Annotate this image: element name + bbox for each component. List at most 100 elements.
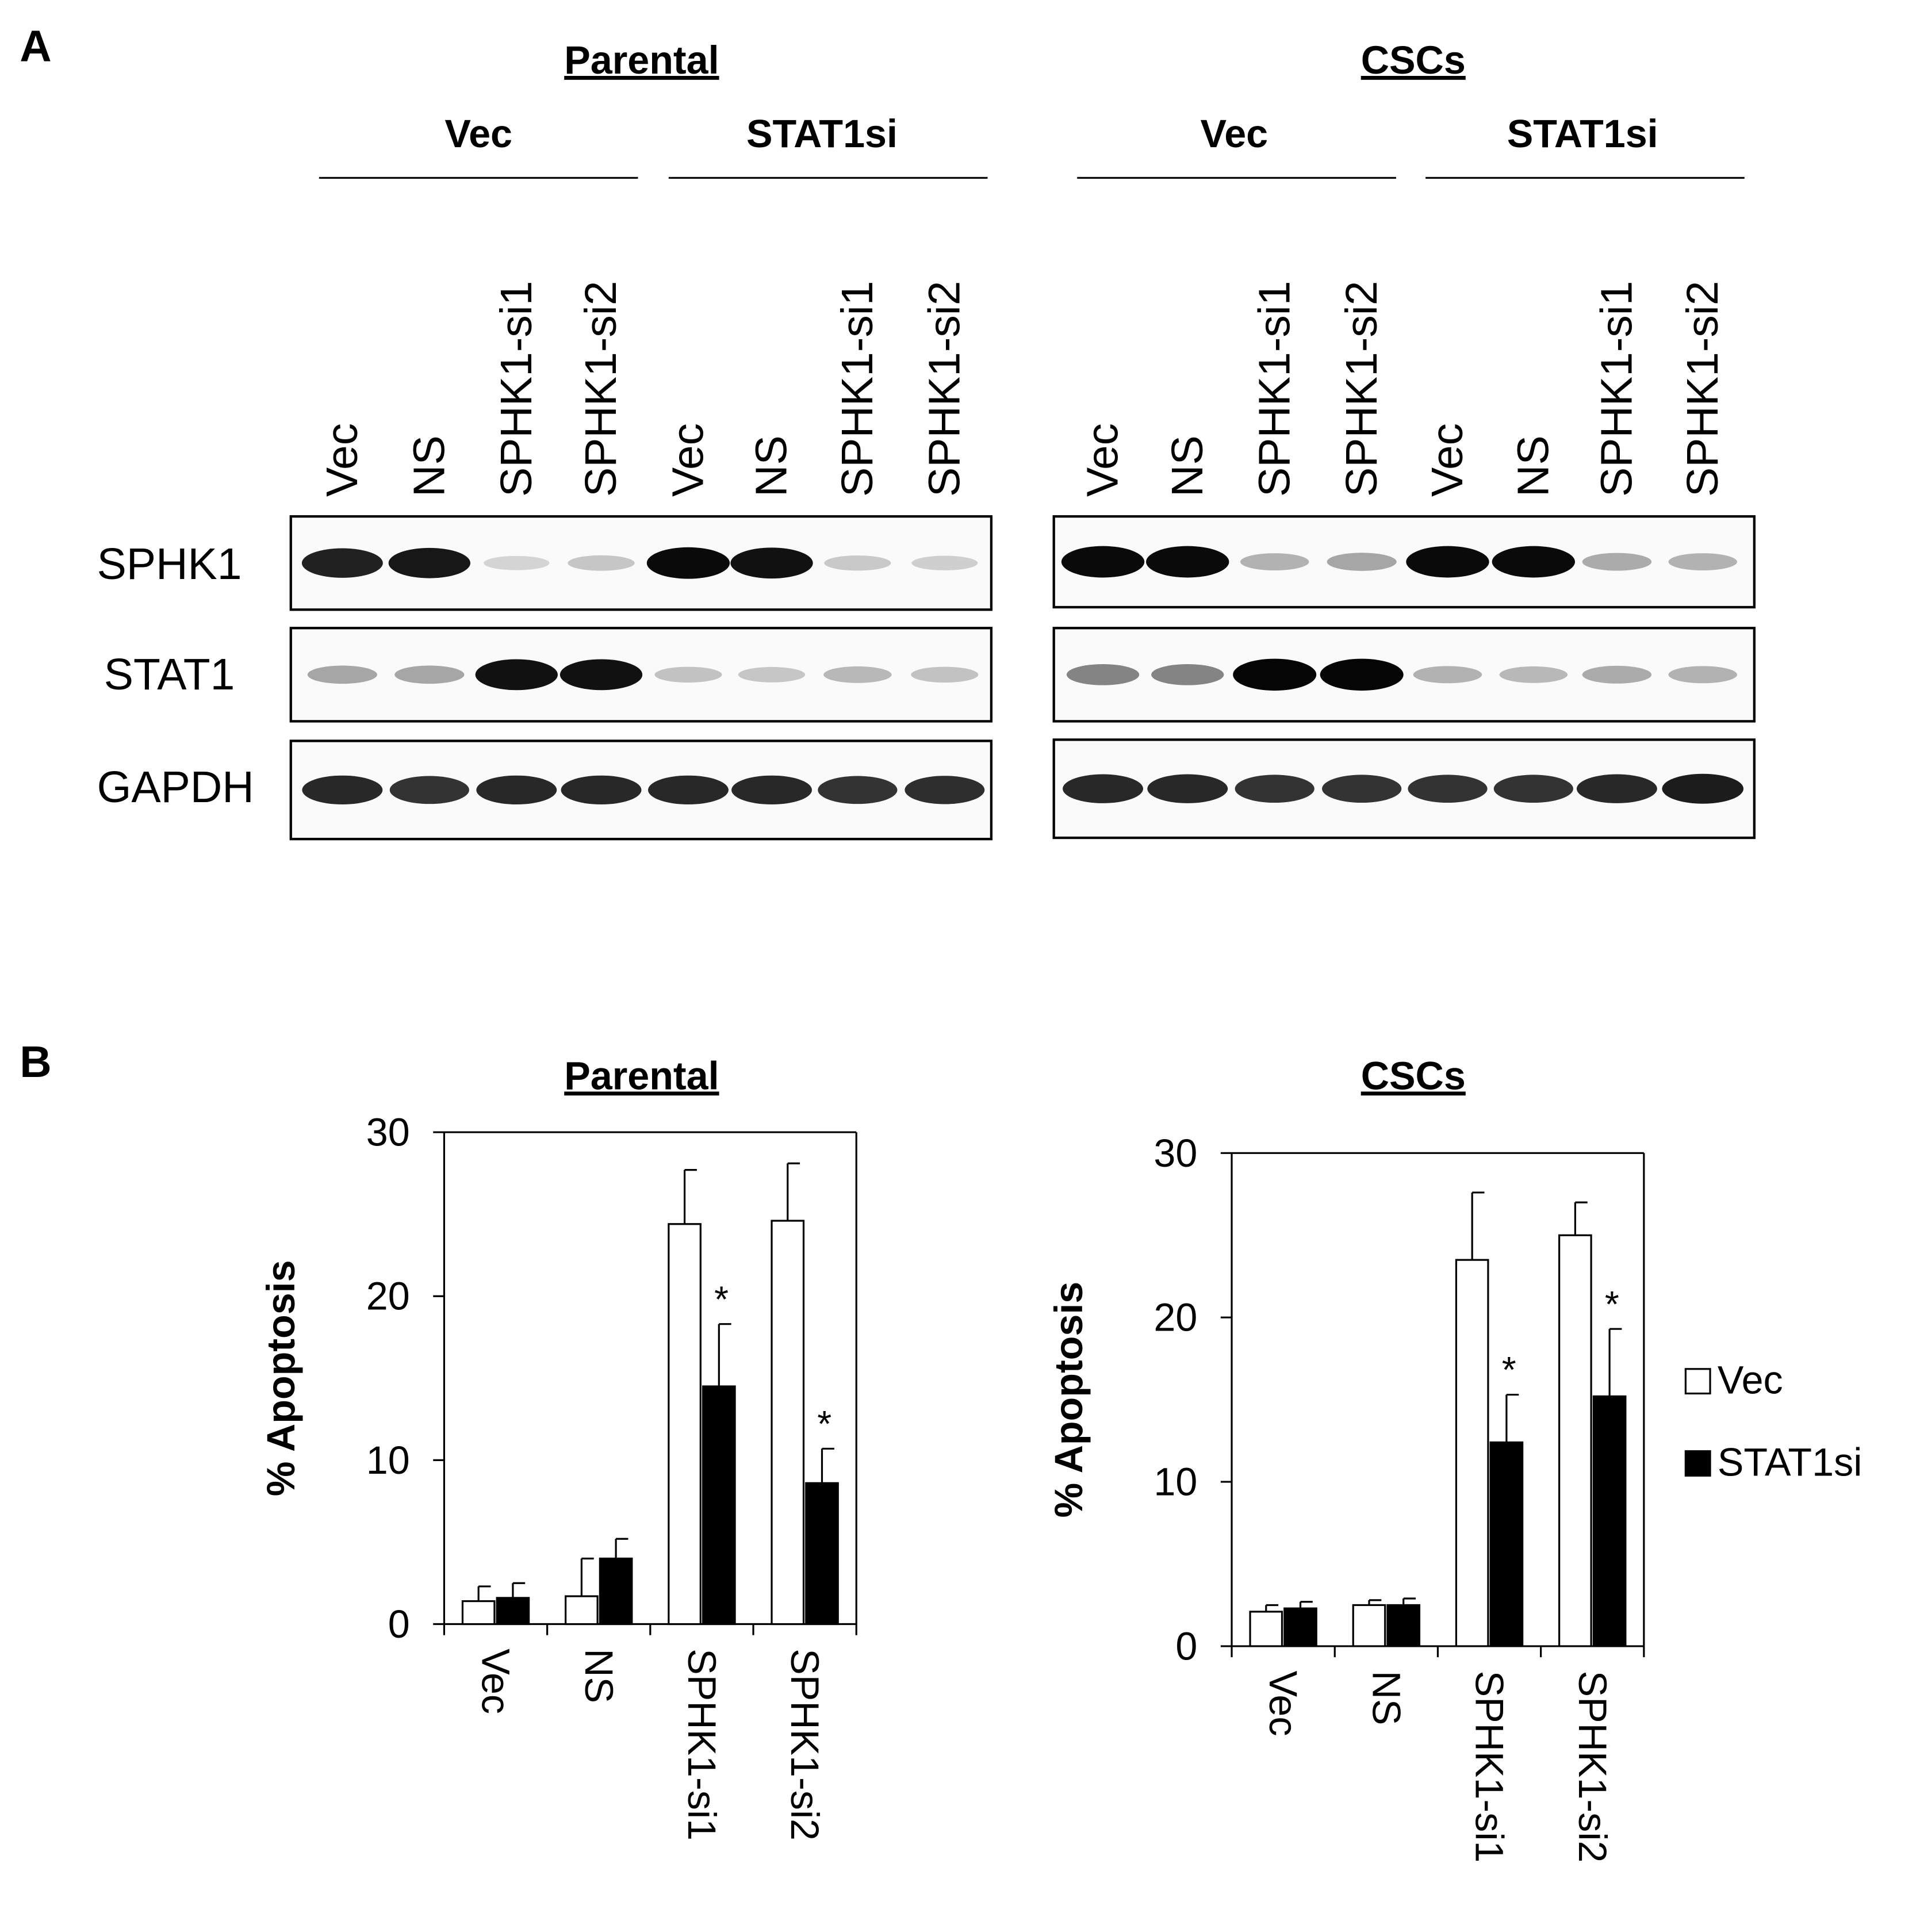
band-parental-stat1-lane-5 (654, 666, 722, 683)
band-cscs-sphk1-lane-3 (1240, 553, 1309, 570)
band-cscs-gapdh-lane-3 (1235, 775, 1315, 803)
band-parental-gapdh-lane-8 (905, 776, 985, 804)
panel-b-letter: B (20, 1037, 51, 1087)
band-parental-sphk1-lane-3 (484, 555, 550, 570)
band-cscs-gapdh-lane-4 (1322, 775, 1402, 803)
lane-label-parental-7: SPHK1-si1 (833, 281, 882, 497)
band-cscs-gapdh-lane-5 (1408, 775, 1488, 803)
band-cscs-gapdh-lane-8 (1662, 773, 1744, 804)
band-cscs-sphk1-lane-7 (1582, 553, 1652, 571)
band-cscs-sphk1-lane-1 (1061, 546, 1145, 578)
band-parental-stat1-lane-3 (475, 659, 558, 691)
blot-parental-group-vec: Vec (444, 112, 512, 156)
band-cscs-sphk1-lane-4 (1327, 553, 1397, 571)
band-cscs-gapdh-lane-2 (1147, 774, 1228, 803)
band-parental-stat1-lane-4 (559, 659, 643, 691)
lane-label-parental-4: SPHK1-si2 (576, 281, 626, 497)
lane-label-cscs-6: NS (1508, 435, 1558, 497)
cscs-bar-vec-sphk1-si1 (1455, 1259, 1489, 1647)
parental-y-tick-label-3: 30 (366, 1111, 410, 1155)
legend-swatch-vec (1684, 1368, 1711, 1395)
parental-y-tick-label-0: 0 (388, 1603, 410, 1646)
cscs-y-tick-label-0: 0 (1175, 1624, 1197, 1668)
band-cscs-sphk1-lane-5 (1406, 546, 1489, 578)
cscs-x-tick-label-sphk1-si2: SPHK1-si2 (1570, 1671, 1614, 1863)
parental-significance-marker-1: * (817, 1403, 831, 1444)
band-parental-gapdh-lane-5 (647, 775, 729, 805)
parental-bar-vec-ns (565, 1595, 599, 1626)
cscs-y-tick-label-1: 10 (1153, 1460, 1197, 1504)
band-cscs-gapdh-lane-6 (1493, 775, 1573, 803)
lane-label-cscs-8: SPHK1-si2 (1678, 281, 1727, 497)
band-cscs-stat1-lane-5 (1413, 666, 1482, 684)
parental-y-axis-label: % Apoptosis (259, 1260, 303, 1496)
lane-label-parental-3: SPHK1-si1 (492, 281, 541, 497)
legend-label-vec: Vec (1718, 1358, 1783, 1402)
band-cscs-sphk1-lane-8 (1668, 553, 1737, 570)
band-parental-sphk1-lane-1 (301, 548, 383, 578)
blot-parental-group-stat1si: STAT1si (746, 112, 898, 156)
cscs-significance-marker-1: * (1605, 1283, 1619, 1325)
cscs-bar-stat1si-vec (1283, 1607, 1317, 1647)
cscs-bar-stat1si-ns (1386, 1604, 1421, 1647)
lane-label-parental-6: NS (747, 435, 796, 497)
lane-label-parental-2: NS (404, 435, 454, 497)
lane-label-parental-5: Vec (664, 423, 713, 497)
cscs-bar-stat1si-sphk1-si2 (1592, 1395, 1627, 1647)
band-parental-gapdh-lane-6 (731, 775, 813, 805)
lane-label-parental-1: Vec (317, 423, 367, 497)
legend: Vec STAT1si (1684, 1358, 1862, 1484)
chart-cscs: CSCs % Apoptosis 0 10 20 30 Vec NS SPHK1-si1 SPHK… (1047, 1054, 1645, 1863)
cscs-x-tick-label-vec: Vec (1261, 1671, 1305, 1736)
band-parental-sphk1-lane-6 (730, 547, 813, 579)
lane-label-cscs-4: SPHK1-si2 (1337, 281, 1386, 497)
chart-parental: Parental % Apoptosis 0 10 20 30 Vec NS SPHK1-si1… (259, 1054, 857, 1841)
blot-cscs-group-stat1si: STAT1si (1507, 112, 1658, 156)
band-parental-stat1-lane-8 (911, 666, 979, 683)
cscs-x-tick-label-ns: NS (1364, 1671, 1408, 1726)
row-label-stat1: STAT1 (104, 650, 235, 699)
parental-x-tick-label-sphk1-si1: SPHK1-si1 (680, 1649, 723, 1841)
lane-label-cscs-1: Vec (1078, 423, 1128, 497)
band-parental-sphk1-lane-8 (911, 555, 978, 570)
cscs-bar-vec-vec (1249, 1611, 1283, 1647)
lane-label-cscs-5: Vec (1423, 423, 1472, 497)
row-label-sphk1: SPHK1 (97, 539, 242, 589)
parental-bar-vec-sphk1-si2 (771, 1220, 805, 1626)
cscs-y-tick-label-2: 20 (1153, 1296, 1197, 1340)
legend-label-stat1si: STAT1si (1718, 1440, 1862, 1484)
cscs-x-tick-label-sphk1-si1: SPHK1-si1 (1467, 1671, 1511, 1863)
lane-label-cscs-2: NS (1163, 435, 1212, 497)
band-cscs-stat1-lane-4 (1320, 658, 1404, 691)
band-cscs-sphk1-lane-2 (1146, 546, 1229, 578)
cscs-bar-vec-sphk1-si2 (1558, 1234, 1592, 1647)
parental-bar-stat1si-sphk1-si2 (805, 1482, 839, 1626)
band-cscs-stat1-lane-3 (1233, 658, 1317, 691)
parental-chart-title: Parental (564, 1054, 719, 1098)
panel-a-letter: A (20, 22, 51, 71)
band-cscs-stat1-lane-7 (1582, 665, 1652, 684)
parental-bar-vec-vec (461, 1600, 496, 1626)
band-cscs-stat1-lane-6 (1499, 666, 1568, 683)
band-parental-gapdh-lane-2 (389, 776, 469, 804)
cscs-bar-stat1si-sphk1-si1 (1489, 1441, 1524, 1647)
band-parental-gapdh-lane-1 (302, 775, 383, 805)
cscs-chart-title: CSCs (1361, 1054, 1466, 1098)
parental-x-tick-label-vec: Vec (474, 1649, 518, 1714)
row-label-gapdh: GAPDH (97, 762, 254, 812)
blot-parental-title: Parental (564, 39, 719, 82)
band-parental-stat1-lane-1 (307, 665, 377, 684)
parental-y-tick-label-2: 20 (366, 1275, 410, 1318)
parental-x-tick-label-sphk1-si2: SPHK1-si2 (783, 1649, 826, 1841)
band-cscs-stat1-lane-1 (1066, 664, 1140, 685)
cscs-y-axis-label: % Apoptosis (1047, 1282, 1091, 1518)
cscs-bar-vec-ns (1352, 1604, 1386, 1647)
band-parental-stat1-lane-6 (738, 666, 806, 683)
parental-y-tick-label-1: 10 (366, 1439, 410, 1482)
blot-cscs-group-vec: Vec (1200, 112, 1268, 156)
band-parental-gapdh-lane-3 (476, 775, 557, 805)
lane-label-cscs-7: SPHK1-si1 (1592, 281, 1642, 497)
band-parental-gapdh-lane-4 (561, 775, 642, 805)
band-parental-sphk1-lane-4 (568, 555, 635, 571)
legend-swatch-stat1si (1684, 1450, 1711, 1477)
